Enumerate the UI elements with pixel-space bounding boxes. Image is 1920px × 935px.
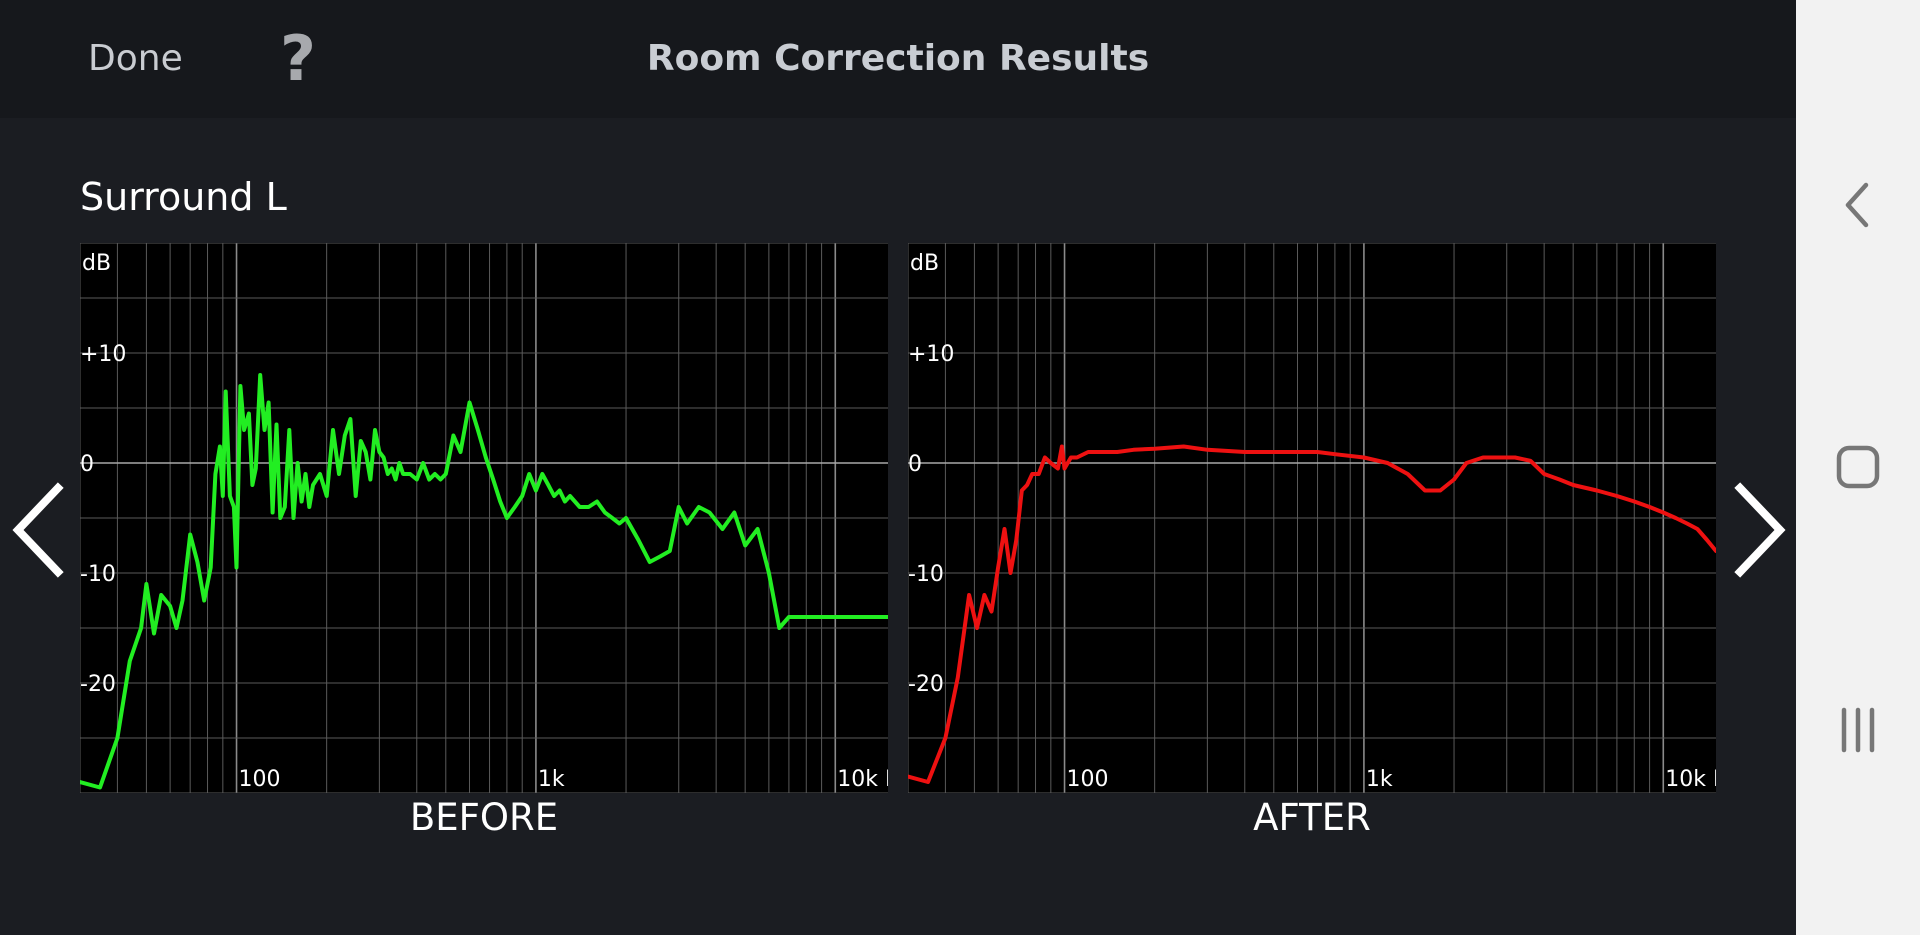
x-tick-label: 100	[239, 767, 281, 792]
after-caption: AFTER	[1253, 796, 1371, 839]
before-plot: dB +10 0 -10 -20 100 1k 10k Hz	[80, 243, 888, 793]
y-axis-label: dB	[82, 251, 111, 276]
done-button[interactable]: Done	[88, 38, 183, 79]
y-tick-label: +10	[80, 342, 126, 367]
x-tick-label: 1k	[538, 767, 565, 792]
y-axis-label: dB	[910, 251, 939, 276]
before-grid	[80, 243, 888, 793]
before-caption: BEFORE	[409, 796, 559, 839]
system-back-button[interactable]	[1828, 175, 1888, 235]
recents-icon	[1841, 707, 1875, 753]
chevron-left-icon	[12, 482, 64, 578]
x-tick-label: 100	[1067, 767, 1109, 792]
y-tick-label: -20	[80, 672, 116, 697]
y-tick-label: 0	[80, 452, 94, 477]
help-button[interactable]: ?	[280, 22, 316, 95]
home-icon	[1836, 445, 1880, 489]
after-response-line	[908, 444, 1716, 784]
back-icon	[1845, 182, 1869, 228]
x-tick-label: 1k	[1366, 767, 1393, 792]
y-tick-label: -10	[908, 562, 944, 587]
channel-label: Surround L	[80, 175, 287, 219]
page-title: Room Correction Results	[646, 38, 1150, 79]
y-tick-label: 0	[908, 452, 922, 477]
after-plot: dB +10 0 -10 -20 100 1k 10k Hz	[908, 243, 1716, 793]
system-home-button[interactable]	[1828, 437, 1888, 497]
x-tick-label: 10k Hz	[1665, 767, 1716, 792]
system-navigation-bar	[1796, 0, 1920, 935]
chevron-right-icon	[1734, 482, 1786, 578]
y-tick-label: -10	[80, 562, 116, 587]
previous-channel-button[interactable]	[8, 480, 68, 580]
before-chart: dB +10 0 -10 -20 100 1k 10k Hz	[80, 243, 888, 793]
y-tick-label: +10	[908, 342, 954, 367]
y-tick-label: -20	[908, 672, 944, 697]
header-bar: Done ? Room Correction Results	[0, 0, 1796, 118]
next-channel-button[interactable]	[1730, 480, 1790, 580]
before-response-line	[80, 373, 888, 790]
after-grid	[908, 243, 1716, 793]
after-chart: dB +10 0 -10 -20 100 1k 10k Hz	[908, 243, 1716, 793]
x-tick-label: 10k Hz	[837, 767, 888, 792]
system-recents-button[interactable]	[1828, 700, 1888, 760]
